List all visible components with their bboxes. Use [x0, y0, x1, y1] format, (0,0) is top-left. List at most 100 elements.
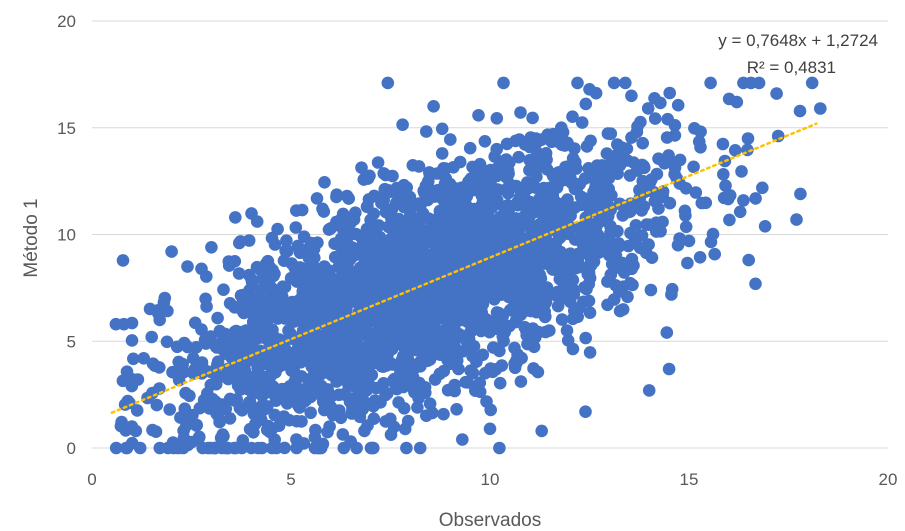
data-point	[716, 137, 730, 151]
data-point	[464, 325, 477, 339]
data-point	[358, 424, 371, 438]
data-point	[526, 111, 539, 125]
data-point	[717, 168, 730, 181]
data-point	[518, 185, 531, 199]
data-point	[642, 384, 656, 397]
data-point	[350, 381, 364, 394]
data-point	[216, 428, 229, 441]
data-point	[555, 313, 569, 326]
data-point	[682, 234, 696, 248]
data-point	[297, 230, 311, 243]
data-point	[650, 225, 663, 238]
data-point	[448, 323, 461, 337]
data-point	[179, 386, 192, 400]
data-point	[626, 278, 639, 292]
data-point	[203, 402, 216, 415]
data-point	[268, 267, 281, 281]
data-point	[663, 196, 677, 210]
data-point	[477, 217, 491, 231]
data-point	[483, 422, 497, 436]
data-point	[584, 134, 597, 148]
data-point	[278, 441, 291, 455]
data-point	[355, 161, 368, 174]
data-point	[425, 305, 439, 319]
data-point	[272, 419, 286, 433]
data-point	[264, 386, 277, 399]
data-point	[286, 272, 300, 285]
data-point	[229, 211, 242, 224]
data-point	[412, 391, 425, 405]
data-point	[356, 319, 370, 333]
data-point	[332, 371, 345, 385]
data-point	[450, 403, 463, 416]
data-point	[205, 241, 218, 254]
data-point	[295, 370, 308, 383]
data-point	[327, 321, 341, 334]
data-point	[737, 76, 750, 90]
data-point	[533, 269, 547, 282]
data-point	[665, 282, 679, 296]
data-point	[478, 319, 492, 333]
trendline-line	[110, 122, 818, 414]
data-point	[741, 132, 755, 145]
data-point	[130, 404, 144, 417]
data-point	[246, 335, 259, 349]
data-point	[336, 348, 349, 362]
data-point	[472, 109, 485, 122]
data-point	[560, 324, 574, 337]
data-point	[260, 423, 274, 437]
data-point	[556, 126, 570, 139]
data-point	[601, 127, 615, 140]
data-point	[200, 270, 213, 283]
data-point	[501, 183, 515, 197]
data-point	[251, 441, 265, 455]
data-point	[723, 213, 736, 227]
data-point	[668, 129, 682, 142]
data-point	[509, 134, 522, 148]
data-point	[456, 232, 469, 246]
data-point	[268, 408, 282, 422]
data-point	[330, 188, 344, 201]
data-point	[562, 270, 576, 284]
data-point	[236, 288, 250, 302]
data-point	[427, 329, 441, 343]
data-point	[233, 236, 246, 250]
data-point	[478, 135, 492, 148]
data-point	[471, 272, 484, 285]
data-point	[163, 403, 176, 416]
data-point	[333, 288, 346, 302]
data-point	[317, 205, 331, 218]
data-point	[579, 97, 593, 111]
data-point	[566, 282, 579, 295]
data-point	[583, 306, 597, 320]
data-point	[531, 365, 545, 379]
data-point	[390, 243, 403, 257]
data-point	[421, 178, 434, 191]
data-point	[387, 420, 401, 434]
data-point	[321, 425, 334, 439]
data-point	[241, 382, 254, 396]
data-point	[296, 274, 310, 288]
data-point	[444, 133, 457, 146]
data-point	[518, 199, 531, 213]
data-point	[497, 76, 510, 90]
data-point	[737, 194, 750, 207]
data-point	[120, 365, 134, 379]
data-point	[326, 338, 340, 352]
data-point	[611, 147, 624, 161]
data-point	[318, 277, 332, 291]
data-point	[117, 317, 131, 331]
data-point	[542, 237, 555, 251]
data-point	[295, 203, 309, 217]
data-point	[413, 376, 426, 390]
data-point	[378, 356, 392, 370]
data-point	[413, 441, 427, 455]
data-point	[578, 281, 591, 294]
data-point	[661, 112, 674, 126]
data-point	[161, 304, 174, 318]
data-point	[116, 254, 130, 267]
data-point	[551, 299, 565, 313]
data-point	[530, 162, 543, 176]
y-tick-label: 20	[57, 12, 76, 31]
data-point	[770, 87, 783, 100]
